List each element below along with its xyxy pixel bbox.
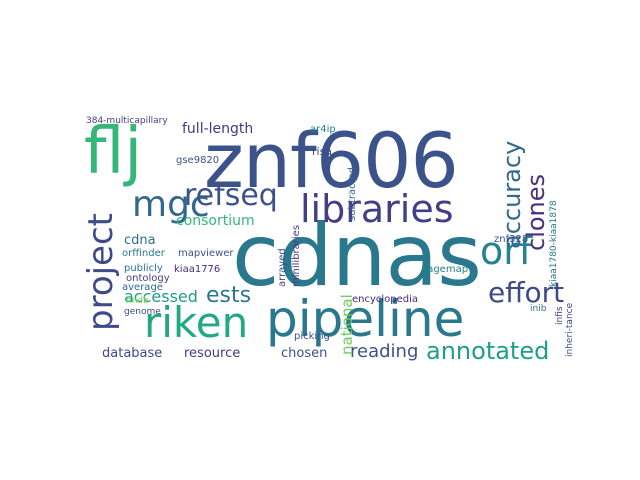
word-flj: flj: [84, 115, 143, 189]
word-gse9820: gse9820: [176, 155, 220, 166]
word-libraries: libraries: [300, 187, 454, 231]
word-inib: inib: [530, 304, 547, 314]
word-genome: genome: [124, 307, 161, 317]
word-minilibraries: minilibraries: [291, 224, 302, 287]
word-znf606: znf606: [204, 116, 459, 205]
word-cdna: cdna: [124, 233, 156, 248]
word-ests: ests: [206, 283, 252, 308]
word-subtracted: subtracted: [347, 167, 358, 221]
word-arrayed: arrayed: [277, 248, 288, 287]
word-cloud: cdnas znf606 flj pipeline riken project …: [80, 117, 575, 367]
word-orf: orf: [480, 229, 533, 273]
word-riken: riken: [144, 298, 249, 347]
word-cdnas: cdnas: [232, 206, 482, 306]
word-publicly: publicly: [124, 263, 163, 274]
word-mgc: mgc: [132, 184, 210, 225]
word-kiaa1776: kiaa1776: [174, 264, 221, 275]
word-mapviewer: mapviewer: [178, 248, 234, 259]
word-risa: risa: [312, 145, 333, 158]
word-ontology: ontology: [126, 273, 170, 284]
word-kiaa1780-kiaa1878: kiaa1780-kiaa1878: [549, 200, 559, 287]
word-consortium: consortium: [176, 213, 255, 229]
word-effort: effort: [488, 276, 565, 309]
word-384-multicapillary: 384-multicapillary: [86, 116, 168, 126]
word-picking: picking: [294, 331, 330, 342]
word-refseq: refseq: [184, 178, 278, 213]
word-full-length: full-length: [182, 121, 254, 137]
word-resource: resource: [184, 346, 241, 361]
word-reading: reading: [350, 341, 419, 362]
word-accuracy: accuracy: [498, 140, 526, 249]
word-database: database: [102, 346, 163, 361]
word-encyclopedia: encyclopedia: [352, 294, 419, 305]
word-infis: infis: [555, 306, 565, 325]
word-annotated: annotated: [426, 337, 550, 365]
word-project: project: [81, 212, 121, 331]
word-inheri-tance: inheri-tance: [565, 302, 575, 357]
word-znf328: znf328: [494, 234, 529, 245]
word-ar4ip: ar4ip: [310, 124, 336, 135]
word-orffinder: orffinder: [122, 248, 165, 259]
word-chosen: chosen: [281, 346, 328, 361]
word-nndb: nndb: [126, 296, 149, 306]
word-sagemap: sagemap: [422, 264, 469, 275]
word-accessed: accessed: [124, 287, 198, 306]
word-average: average: [122, 282, 163, 293]
word-pipeline: pipeline: [266, 290, 465, 348]
